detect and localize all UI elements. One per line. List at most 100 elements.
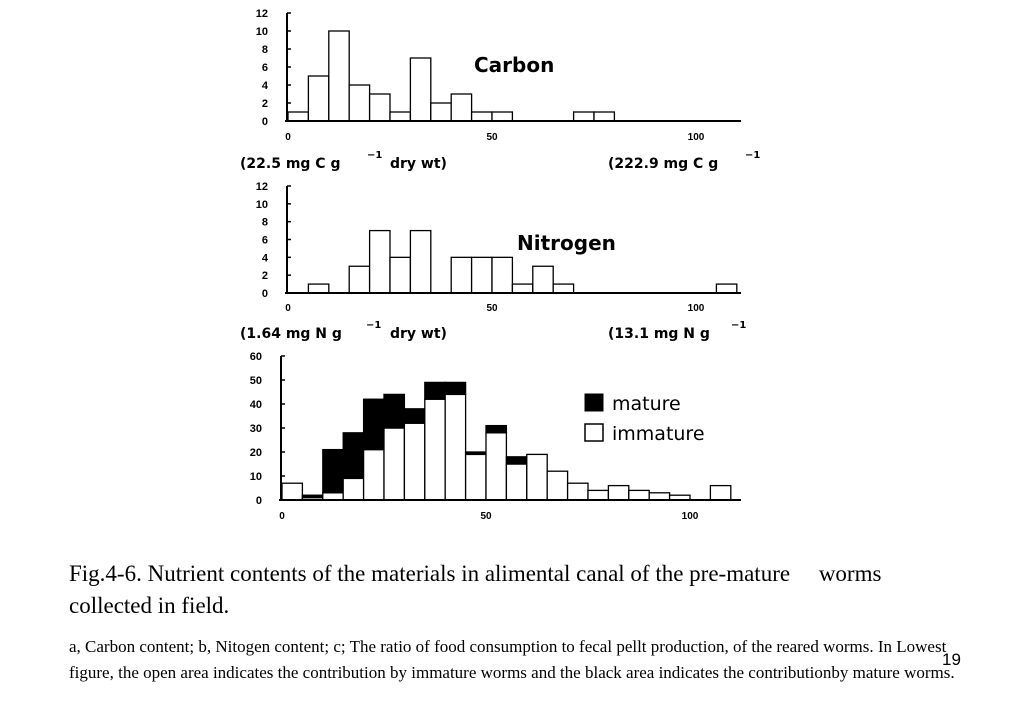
bar-mature — [424, 381, 446, 400]
bar-immature — [628, 489, 650, 501]
carbon-chart-title: Carbon — [474, 53, 554, 77]
legend-immature-label: immature — [612, 423, 705, 445]
y-tick-label: 0 — [262, 288, 268, 300]
legend-immature-swatch — [584, 423, 604, 442]
bar — [348, 265, 371, 294]
bar-mature — [403, 408, 426, 424]
x-tick-label: 100 — [688, 303, 705, 314]
x-tick-label: 100 — [688, 132, 705, 143]
x-tick-label: 0 — [285, 132, 291, 143]
bar-immature — [485, 432, 508, 501]
page-number: 19 — [942, 650, 961, 669]
y-tick-label: 0 — [256, 495, 262, 507]
caption-line-2: collected in field. — [69, 593, 230, 618]
bar-immature — [607, 484, 630, 501]
bar-immature — [281, 482, 304, 501]
y-tick-label: 2 — [262, 98, 268, 110]
nitrogen-histogram: 0 2 4 6 8 10 12 0 50 100 — [256, 181, 741, 314]
bar — [532, 265, 554, 294]
bar-immature — [648, 492, 671, 501]
bar — [348, 84, 371, 122]
bar — [552, 283, 575, 294]
bar-immature — [383, 427, 406, 501]
bar-immature — [505, 463, 528, 501]
bar — [389, 256, 412, 294]
y-tick-label: 12 — [256, 181, 268, 193]
bar-immature — [424, 398, 446, 501]
y-tick-label: 4 — [262, 252, 269, 264]
bar — [450, 93, 473, 122]
figure-note: a, Carbon content; b, Nitogen content; c… — [69, 637, 955, 682]
nitrogen-unit-left-tail: dry wt) — [390, 326, 447, 342]
bar-immature — [587, 489, 610, 501]
bar-immature — [709, 484, 732, 501]
y-tick-label: 6 — [262, 235, 268, 247]
y-tick-label: 10 — [250, 471, 262, 483]
bar-mature — [342, 432, 365, 480]
bar-immature — [464, 453, 487, 501]
bar — [430, 102, 452, 122]
bar — [715, 283, 738, 294]
caption-line-1: Fig.4-6. Nutrient contents of the materi… — [69, 561, 882, 586]
x-tick-label: 0 — [285, 303, 291, 314]
bar — [593, 111, 616, 122]
x-tick-label: 100 — [682, 511, 699, 522]
bar-mature — [444, 381, 467, 396]
y-tick-label: 12 — [256, 8, 268, 20]
y-tick-label: 4 — [262, 80, 269, 92]
y-tick-label: 6 — [262, 62, 268, 74]
carbon-unit-left-sup: −1 — [367, 150, 382, 161]
nitrogen-unit-left: (1.64 mg N g — [240, 326, 342, 342]
nitrogen-unit-right-sup: −1 — [731, 320, 746, 331]
x-tick-label: 0 — [279, 511, 285, 522]
legend-mature-label: mature — [612, 393, 681, 415]
bar-mature — [464, 451, 487, 456]
carbon-unit-right: (222.9 mg C g — [608, 156, 718, 172]
x-tick-label: 50 — [486, 132, 498, 143]
bar — [368, 93, 391, 122]
bar — [328, 30, 350, 122]
bar — [307, 283, 330, 294]
bar — [409, 57, 432, 122]
y-tick-label: 8 — [262, 44, 268, 56]
carbon-unit-left-tail: dry wt) — [390, 156, 447, 172]
nitrogen-unit-right: (13.1 mg N g — [608, 326, 710, 342]
x-tick-label: 50 — [486, 303, 498, 314]
carbon-unit-right-sup: −1 — [745, 150, 760, 161]
y-tick-label: 60 — [250, 351, 262, 363]
bar — [470, 256, 493, 294]
maturity-stacked-histogram: 0 10 20 30 40 50 60 0 50 100 — [250, 351, 741, 522]
bar-immature — [362, 448, 385, 501]
bar-immature — [444, 393, 467, 501]
bar — [307, 75, 330, 122]
bar-immature — [526, 453, 548, 501]
bar — [511, 283, 534, 294]
bar — [287, 111, 310, 122]
y-tick-label: 10 — [256, 199, 268, 211]
bar — [491, 111, 514, 122]
legend-mature-swatch — [584, 393, 604, 412]
bar — [368, 229, 391, 294]
bar-mature — [383, 393, 406, 429]
x-tick-label: 50 — [480, 511, 492, 522]
bar-mature — [362, 398, 385, 451]
carbon-unit-left: (22.5 mg C g — [240, 156, 340, 172]
bar-mature — [301, 494, 324, 499]
nitrogen-unit-left-sup: −1 — [366, 320, 381, 331]
y-tick-label: 30 — [250, 423, 262, 435]
y-tick-label: 10 — [256, 26, 268, 38]
bar-mature — [505, 456, 528, 465]
bar-immature — [342, 477, 365, 501]
bar-immature — [322, 492, 344, 501]
bar — [491, 256, 514, 294]
carbon-histogram: 0 2 4 6 8 10 12 0 50 100 — [256, 8, 741, 143]
bar — [409, 229, 432, 294]
bar-mature — [485, 424, 508, 434]
y-tick-label: 50 — [250, 375, 262, 387]
y-tick-label: 40 — [250, 399, 262, 411]
nitrogen-chart-title: Nitrogen — [517, 231, 616, 255]
bar-immature — [403, 422, 426, 501]
y-tick-label: 0 — [262, 116, 268, 128]
bar — [450, 256, 473, 294]
